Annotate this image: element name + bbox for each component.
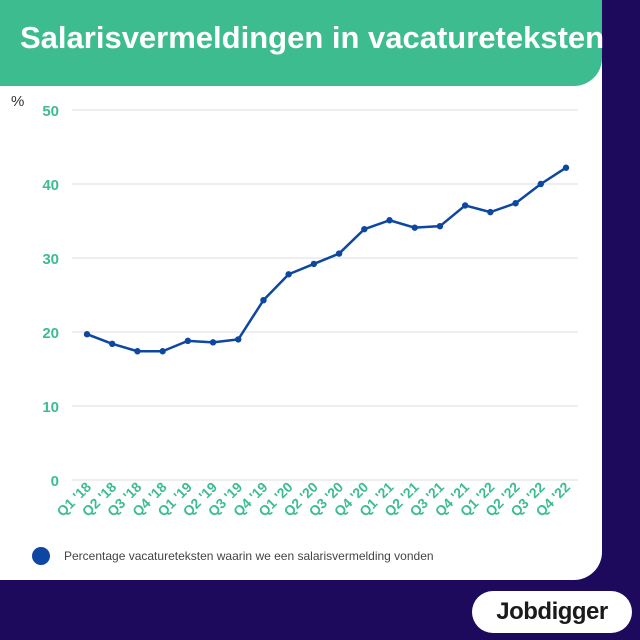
data-point	[537, 180, 544, 188]
jobdigger-logo: Jobdigger	[472, 591, 632, 633]
data-point	[361, 225, 368, 233]
data-point	[260, 296, 267, 304]
logo-text: Jobdigger	[496, 598, 608, 625]
legend-marker	[32, 547, 50, 565]
y-tick-label: 30	[42, 251, 59, 268]
data-point	[461, 202, 469, 209]
data-point	[436, 222, 444, 230]
legend: Percentage vacatureteksten waarin we een…	[32, 547, 434, 565]
y-tick-label: 50	[42, 103, 59, 120]
series-line	[85, 166, 568, 353]
chart-card	[0, 0, 602, 580]
data-point	[310, 260, 318, 268]
data-point	[285, 271, 292, 278]
data-point	[512, 200, 519, 207]
data-point	[386, 217, 393, 224]
page-title: Salarisvermeldingen in vacatureteksten	[20, 20, 605, 55]
data-point	[411, 224, 418, 231]
y-tick-label: 40	[42, 177, 59, 194]
y-tick-label: 0	[51, 473, 59, 490]
data-point	[83, 331, 91, 338]
y-axis-label: %	[11, 93, 24, 110]
data-point	[562, 164, 570, 171]
data-point	[209, 339, 217, 346]
y-tick-label: 20	[42, 325, 59, 342]
data-point	[159, 348, 166, 355]
legend-label: Percentage vacatureteksten waarin we een…	[64, 549, 434, 563]
header-banner: Salarisvermeldingen in vacatureteksten	[0, 0, 605, 86]
data-point	[235, 336, 242, 343]
data-point	[134, 348, 141, 355]
data-point	[184, 337, 192, 345]
data-point	[109, 340, 116, 348]
y-tick-label: 10	[42, 399, 59, 416]
data-point	[335, 250, 343, 257]
data-point	[487, 208, 494, 216]
